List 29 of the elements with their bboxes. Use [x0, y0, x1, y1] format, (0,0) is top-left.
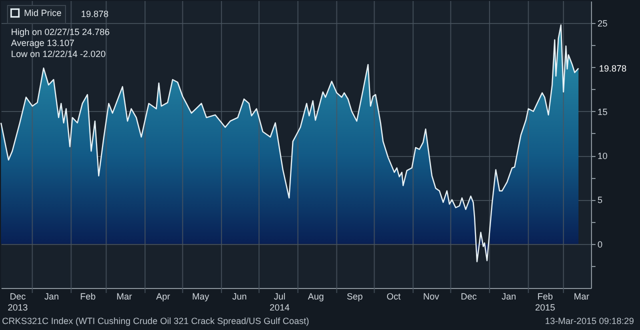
legend-label: Mid Price	[24, 8, 62, 18]
text: 13-Mar-2015 09:18:29	[544, 316, 634, 326]
x-tick-label: May	[192, 292, 210, 302]
y-tick-label: 15	[598, 106, 608, 117]
annotation: 19.878	[599, 63, 627, 74]
x-tick-label: Nov	[423, 292, 440, 302]
x-tick-label: Dec	[460, 292, 478, 302]
x-tick-label: Feb 2015	[535, 292, 556, 312]
y-tick-label: 10	[598, 151, 608, 162]
x-tick-label: Sep	[346, 292, 363, 302]
annotation: High on 02/27/15 24.786	[11, 27, 110, 37]
annotation: Low on 12/22/14 -2.020	[11, 49, 106, 59]
y-tick-label: 25	[598, 18, 608, 29]
x-tick-label: Jan	[44, 292, 59, 302]
x-tick-label: Jun	[232, 292, 247, 302]
x-tick-label: Oct	[386, 292, 402, 302]
x-tick-label: Jul 2014	[270, 292, 290, 312]
annotation: Average 13.107	[11, 38, 74, 48]
y-tick-label: 0	[598, 239, 603, 250]
x-tick-label: Mar	[116, 292, 132, 302]
x-tick-label: Feb	[80, 292, 96, 302]
x-tick-label: Apr	[156, 292, 170, 302]
y-tick-label: 5	[598, 195, 603, 206]
text: CRKS321C Index (WTI Cushing Crude Oil 321 Crack Spread/US Gulf Coast)	[2, 316, 310, 326]
x-tick-label: Jan	[502, 292, 516, 302]
x-tick-label: Aug	[308, 292, 324, 302]
x-tick-label: Mar	[574, 292, 590, 302]
annotation: 19.878	[81, 9, 109, 19]
x-tick-label: Dec 2013	[8, 292, 28, 312]
